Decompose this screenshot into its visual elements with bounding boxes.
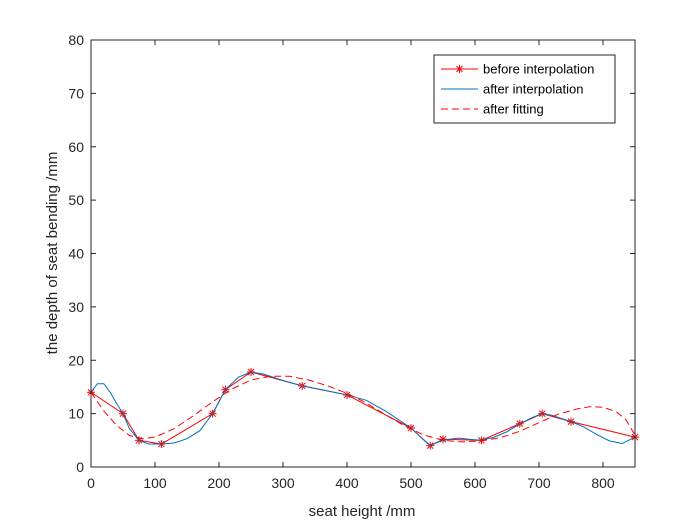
x-axis-title: seat height /mm [309, 503, 416, 520]
series-line [90, 375, 636, 443]
legend-label: before interpolation [483, 62, 594, 77]
x-tick-label: 0 [87, 475, 95, 491]
y-tick-label: 50 [68, 192, 84, 208]
x-tick-label: 600 [463, 475, 487, 491]
series-1 [90, 371, 636, 447]
series-line [90, 371, 636, 447]
legend-label: after fitting [483, 102, 544, 117]
y-axis-title: the depth of seat bending /mm [44, 152, 61, 355]
legend-label: after interpolation [483, 82, 583, 97]
y-tick-label: 0 [76, 459, 84, 475]
x-tick-label: 800 [591, 475, 615, 491]
x-tick-label: 300 [271, 475, 295, 491]
y-tick-label: 10 [68, 406, 84, 422]
marker-stroke [456, 65, 463, 73]
axes-layer: 0 100 200 300 400 500 600 700 800 0 10 20 30 40 50 60 70… [68, 32, 636, 491]
legend-item: after interpolation [441, 82, 583, 97]
y-tick-label: 20 [68, 352, 84, 368]
x-tick-label: 200 [207, 475, 231, 491]
series-2 [90, 375, 636, 443]
legend-item: after fitting [441, 102, 544, 117]
y-tick-label: 60 [68, 139, 84, 155]
legend: before interpolation after interpolation a… [433, 54, 616, 124]
y-tick-label: 40 [68, 246, 84, 262]
x-tick-label: 500 [399, 475, 423, 491]
x-tick-label: 400 [335, 475, 359, 491]
x-tick-label: 100 [143, 475, 167, 491]
legend-marker [455, 65, 464, 73]
y-tick-label: 70 [68, 85, 84, 101]
y-tick-label: 30 [68, 299, 84, 315]
y-tick-label: 80 [68, 32, 84, 48]
legend-item: before interpolation [441, 62, 594, 77]
x-tick-label: 700 [527, 475, 551, 491]
